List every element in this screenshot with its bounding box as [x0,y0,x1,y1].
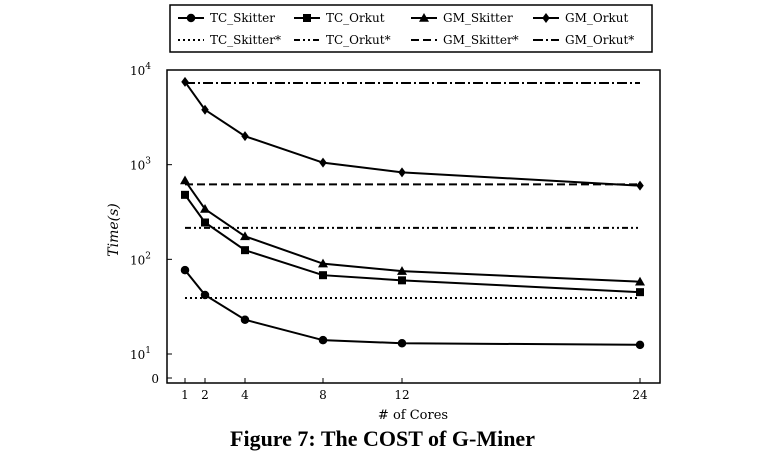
series-line-gm-skitter [184,179,641,283]
y-axis-label: Time(s) [106,203,122,256]
data-point-gm-skitter [397,266,407,275]
data-point-gm-skitter [240,231,250,241]
data-point-tc-skitter [635,340,645,350]
plot-area [166,69,661,384]
y-tick-label: 0 [151,372,159,386]
series-line-tc-orkut [184,194,641,294]
x-tick-label: 2 [201,388,209,402]
x-tick-label: 24 [632,388,648,402]
series-line-tc-skitter [184,269,641,346]
data-point-tc-orkut [319,271,327,280]
legend-label-gm-orkut-: GM_Orkut* [565,33,634,47]
data-point-tc-orkut [241,246,249,255]
data-point-tc-skitter [397,338,407,348]
legend: TC_Skitter TC_Orkut GM_Skitter GM_Orkut TC_S… [169,4,653,53]
data-point-gm-skitter [318,258,328,268]
data-point-gm-orkut [241,131,249,142]
y-tick-label: 101 [130,346,151,362]
x-tick-label: 1 [181,388,189,402]
y-tick-label: 104 [130,62,151,78]
data-point-tc-orkut [636,288,644,297]
data-point-tc-skitter [200,290,210,300]
reference-lines [185,81,640,300]
legend-label-tc-skitter: TC_Skitter [210,11,275,25]
data-point-tc-orkut [201,218,209,227]
x-tick-label: 4 [241,388,249,402]
data-point-gm-skitter [200,204,210,213]
data-point-tc-orkut [181,190,189,199]
legend-label-gm-skitter: GM_Skitter [443,11,513,25]
legend-label-tc-orkut: TC_Orkut [326,11,385,25]
data-point-tc-skitter [318,335,328,345]
data-point-tc-skitter [180,265,190,275]
data-point-gm-orkut [636,180,644,191]
y-tick-label: 103 [130,157,151,173]
data-point-gm-skitter [635,276,645,286]
data-point-tc-skitter [240,315,250,325]
x-tick-label: 8 [319,388,327,402]
data-point-tc-orkut [398,276,406,285]
series-layer [180,76,645,350]
data-point-gm-orkut [201,104,209,115]
legend-marker-tc-orkut [303,14,311,22]
data-point-gm-orkut [398,167,406,178]
legend-marker-tc-skitter [186,13,196,23]
legend-label-tc-orkut-: TC_Orkut* [326,33,391,47]
x-tick-label: 12 [394,388,409,402]
legend-marker-gm-skitter [419,13,429,22]
legend-label-tc-skitter-: TC_Skitter* [210,33,281,47]
x-axis-label: # of Cores [378,408,448,423]
legend-label-gm-orkut: GM_Orkut [565,11,628,25]
data-point-gm-orkut [181,76,189,87]
data-point-gm-orkut [319,157,327,168]
data-point-gm-skitter [180,175,190,185]
figure-caption: Figure 7: The COST of G-Miner [230,426,535,451]
legend-label-gm-skitter-: GM_Skitter* [443,33,519,47]
series-line-gm-orkut [184,81,641,187]
y-tick-label: 102 [130,251,151,267]
legend-box [169,4,653,53]
legend-marker-gm-orkut [542,13,550,23]
